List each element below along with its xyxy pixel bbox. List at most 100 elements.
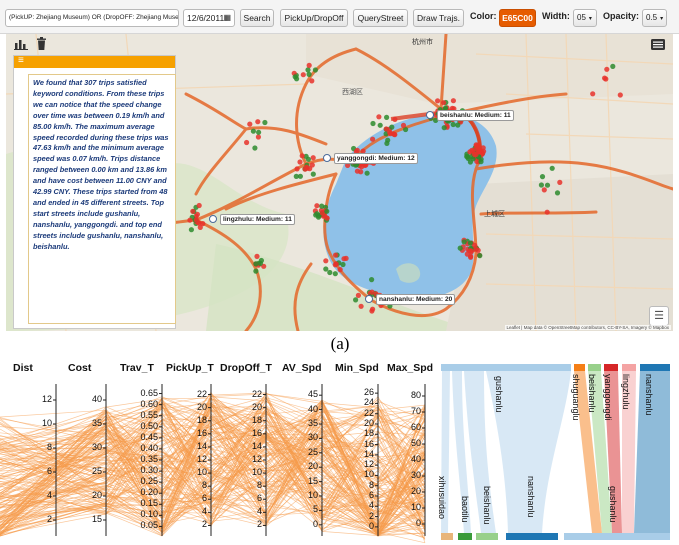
pc-trip-line xyxy=(0,398,426,520)
source-node-lingzhulu[interactable] xyxy=(622,364,636,371)
link-gushanlu-xihusuidao[interactable] xyxy=(441,371,450,533)
map-point xyxy=(305,67,311,73)
link-nanshanlu-gushanlu[interactable] xyxy=(634,371,670,533)
map-point xyxy=(323,266,329,272)
link-yanggongdi-gushanlu[interactable] xyxy=(604,371,622,533)
color-picker[interactable]: E65C00 xyxy=(499,9,536,27)
axis-header-min-spd[interactable]: Min_Spd xyxy=(335,362,379,374)
pc-tick-label: 10 xyxy=(251,467,262,478)
sankey-label-nanshanlu-target: nanshanlu xyxy=(526,476,536,518)
link-gushanlu-beishanlu[interactable] xyxy=(464,371,496,533)
pc-trip-line xyxy=(0,422,426,535)
map-point xyxy=(358,169,364,175)
map-point xyxy=(193,213,199,219)
marker-beishanlu[interactable] xyxy=(426,111,434,119)
map-point xyxy=(539,174,546,180)
pc-tick-label: 80 xyxy=(410,390,421,400)
pc-polylines xyxy=(0,391,426,544)
pc-tick-label: 8 xyxy=(201,480,207,491)
target-node-beishanlu[interactable] xyxy=(476,533,498,540)
axis-header-cost[interactable]: Cost xyxy=(68,362,92,374)
pc-trip-line xyxy=(0,403,426,523)
marker-yanggongdi[interactable] xyxy=(323,154,331,162)
map-point xyxy=(467,159,473,165)
pc-tick-label: 0.05 xyxy=(140,520,158,531)
link-beishanlu-gushanlu[interactable] xyxy=(588,371,612,533)
axis-header-pickup-t[interactable]: PickUp_T xyxy=(166,362,214,374)
map-point xyxy=(314,211,320,217)
pc-tick-label: 40 xyxy=(91,394,102,404)
target-node-xihusuidao[interactable] xyxy=(441,533,453,540)
source-node-beishanlu[interactable] xyxy=(588,364,601,371)
link-gushanlu-nanshanlu[interactable] xyxy=(486,371,571,533)
map-city-east xyxy=(446,174,673,331)
date-input[interactable]: 12/6/2011 ▦ xyxy=(183,9,235,27)
map-point xyxy=(332,271,338,277)
link-gushanlu-baotilu[interactable] xyxy=(452,371,471,533)
map-view[interactable]: 杭州市 上城区 西湖区 ☰ Leaflet | Map data © OpenS… xyxy=(6,34,673,331)
link-lingzhulu-gushanlu[interactable] xyxy=(622,371,636,533)
source-node-yanggongdi[interactable] xyxy=(604,364,618,371)
link-shuguanglu-gushanlu[interactable] xyxy=(574,371,602,533)
map-point xyxy=(324,208,330,214)
target-node-gushanlu[interactable] xyxy=(564,533,670,540)
map-point xyxy=(324,215,330,221)
draw-trajs-button[interactable]: Draw Trajs. xyxy=(413,9,464,27)
pc-tick-label: 2 xyxy=(201,519,207,530)
pickup-dropoff-button[interactable]: PickUp/DropOff xyxy=(280,9,348,27)
axis-header-av-spd[interactable]: AV_Spd xyxy=(282,362,322,374)
axis-header-trav-t[interactable]: Trav_T xyxy=(120,362,154,374)
pc-tick-label: 6 xyxy=(368,490,374,500)
pc-tick-label: 18 xyxy=(251,414,262,425)
map-point xyxy=(253,261,259,267)
width-select[interactable]: 05 ▾ xyxy=(573,9,597,27)
target-node-baotilu[interactable] xyxy=(458,533,472,540)
map-point xyxy=(294,166,300,172)
map-point xyxy=(312,67,318,73)
pc-tick-label: 10 xyxy=(41,418,52,428)
pc-tick-label: 4 xyxy=(201,506,207,517)
pc-trip-line xyxy=(0,401,426,530)
map-point xyxy=(468,248,474,254)
pc-tick-label: 14 xyxy=(251,440,262,451)
map-point xyxy=(435,98,441,104)
source-node-gushanlu[interactable] xyxy=(441,364,571,371)
sankey-label-gushanlu-source: gushanlu xyxy=(494,376,504,413)
map-point xyxy=(293,173,299,179)
map-point xyxy=(309,162,315,168)
opacity-select[interactable]: 0.5 ▾ xyxy=(642,9,667,27)
query-street-button[interactable]: QueryStreet xyxy=(353,9,408,27)
map-point xyxy=(297,173,303,179)
target-node-nanshanlu[interactable] xyxy=(506,533,558,540)
layers-icon[interactable]: ☰ xyxy=(649,306,669,326)
axis-header-dropoff-t[interactable]: DropOff_T xyxy=(220,362,272,374)
pc-tick-label: 12 xyxy=(41,394,52,404)
pc-tick-label: 26 xyxy=(363,387,374,398)
source-node-nanshanlu[interactable] xyxy=(640,364,670,371)
search-button[interactable]: Search xyxy=(240,9,274,27)
marker-nanshanlu[interactable] xyxy=(365,295,373,303)
panel-menu-icon[interactable]: ≡ xyxy=(18,55,24,66)
pc-trip-line xyxy=(0,399,426,523)
map-point xyxy=(433,117,439,123)
map-point xyxy=(360,148,366,154)
map-point xyxy=(376,114,382,120)
pc-trip-line xyxy=(0,402,426,517)
map-point xyxy=(451,106,457,112)
pc-tick-label: 50 xyxy=(410,438,421,448)
summary-text: We found that 307 trips satisfied keywor… xyxy=(28,74,176,324)
calendar-icon[interactable]: ▦ xyxy=(223,13,231,22)
source-node-shuguanglu[interactable] xyxy=(574,364,585,371)
pc-tick-label: 22 xyxy=(251,388,262,399)
map-point xyxy=(314,203,320,209)
map-point xyxy=(309,78,315,84)
map-point xyxy=(337,267,343,273)
axis-header-dist[interactable]: Dist xyxy=(13,362,33,374)
axis-header-max-spd[interactable]: Max_Spd xyxy=(387,362,434,374)
lake-island xyxy=(396,263,421,283)
district-label-west: 西湖区 xyxy=(342,87,363,96)
pc-tick-label: 12 xyxy=(196,454,207,464)
query-input[interactable]: (PickUP: Zhejiang Museum) OR (DropOFF: Z… xyxy=(5,9,179,27)
marker-lingzhulu[interactable] xyxy=(209,215,217,223)
pc-tick-label: 0.15 xyxy=(140,498,158,509)
